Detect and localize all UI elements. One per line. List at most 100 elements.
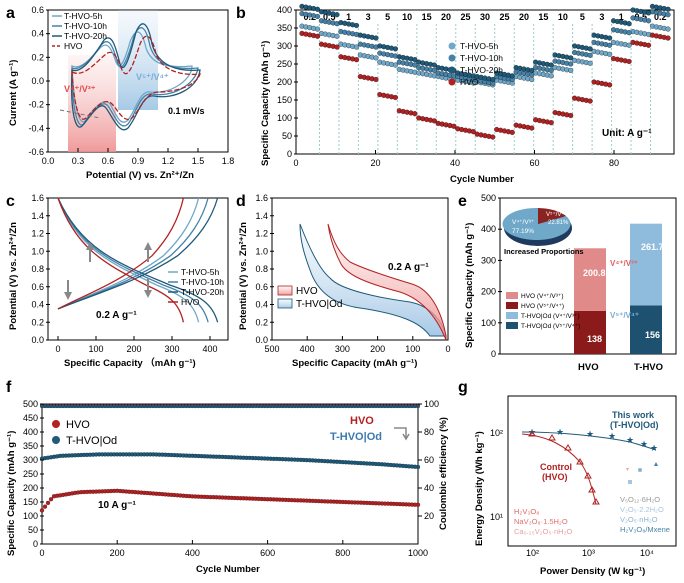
y-tick-label: 1.2 xyxy=(31,229,44,239)
y2-tick-label: 60 xyxy=(424,455,434,465)
x-tick-label: 500 xyxy=(264,344,279,354)
panel-e-blue-text: V⁵⁺/V⁴⁺ xyxy=(610,311,639,320)
panel-f-rate: 10 A g⁻¹ xyxy=(98,500,137,511)
panel-g-refs: H₂V₃O₈ NaV₃O₈·1.5H₂O Ca₀.₂₅V₂O₅·nH₂O V₅O… xyxy=(514,495,670,536)
y-tick-label: 0 xyxy=(33,539,38,549)
panel-g-ylabel: Energy Density (Wh kg⁻¹) xyxy=(474,431,485,546)
data-point-t-hvo-20h xyxy=(607,35,613,41)
rate-label: 1 xyxy=(619,12,624,22)
y-tick-label: 50 xyxy=(282,131,292,141)
y-tick-label: 400 xyxy=(481,224,496,234)
data-point-hvo xyxy=(451,123,457,129)
arrow-down-2 xyxy=(144,278,152,298)
data-point-t-hvo-20h xyxy=(568,55,574,61)
rate-label: 20 xyxy=(441,12,451,22)
panel-b-legend: T-HVO-5h T-HVO-10h T-HVO-20h HVO xyxy=(448,41,503,87)
data-point-t-hvo-20h xyxy=(431,62,437,68)
y-tick-label: 0.4 xyxy=(31,29,44,39)
panel-b-unit: Unit: A g⁻¹ xyxy=(602,128,652,139)
data-point-hvo xyxy=(490,134,496,140)
rate-label: 10 xyxy=(402,12,412,22)
legend-label-t5: T-HVO-5h xyxy=(460,41,499,51)
ref-6: V₂O₅·nH₂O xyxy=(620,515,658,524)
panel-g-curve-control xyxy=(521,433,597,505)
data-point-hvo xyxy=(665,35,671,41)
panel-c: c 0.2 A g⁻¹ T-HVO-5h T-HVO-10h T-HVO-20h… xyxy=(6,193,229,369)
panel-e-pie: V⁴⁺/V³⁺ 77.19% V⁵⁺/V⁴⁺ 22.81% Increased … xyxy=(502,207,584,256)
ref-1: H₂V₃O₈ xyxy=(514,507,539,516)
panel-d-ylabel: Potential (V) vs. Zn²⁺/Zn xyxy=(238,222,249,330)
legend-label-t-hvo: T-HVO|Od xyxy=(296,299,343,310)
data-point-t-hvo-5h xyxy=(353,44,360,50)
this-work-star: ★ xyxy=(528,427,536,437)
data-point-t-hvo-10h xyxy=(665,12,671,18)
y-tick-label: 1.6 xyxy=(255,193,268,203)
data-point-t-hvo-20h xyxy=(626,21,632,27)
panel-e-cat-hvo: HVO xyxy=(578,362,599,373)
data-point-t-hvo-20h xyxy=(509,73,515,79)
panel-c-arrows xyxy=(64,242,152,300)
y-tick-label: -0.6 xyxy=(28,147,44,157)
x-tick-label: 0 xyxy=(445,344,450,354)
y2-tick-label: 40 xyxy=(424,483,434,493)
capacity-point-hvo xyxy=(48,497,54,502)
panel-e-hvo-low: 138 xyxy=(587,334,602,344)
y-tick-label: 300 xyxy=(481,255,496,265)
arrow-up-1 xyxy=(86,242,94,262)
panel-a-ylabel: Current (A g⁻¹) xyxy=(8,60,19,126)
panel-g-ref-markers xyxy=(626,462,658,484)
y-tick-label: 400 xyxy=(277,5,292,15)
this-work-star: ★ xyxy=(640,439,648,449)
x-tick-label: 0.6 xyxy=(102,156,115,166)
panel-f-y2label: Coulombic efficiency (%) xyxy=(438,417,449,530)
panel-g: g ★ ★ ★ ★ ★ ★ ★ This work (T-HVO|Od) Control (… xyxy=(458,379,677,577)
y-tick-label: 0.2 xyxy=(31,317,44,327)
data-point-hvo xyxy=(626,58,632,65)
y-tick-label: 0.0 xyxy=(31,76,44,86)
data-point-hvo xyxy=(529,125,535,131)
panel-g-frame xyxy=(507,395,677,547)
data-point-t-hvo-20h xyxy=(646,10,652,16)
panel-a-xlabel: Potential (V) vs. Zn²⁺/Zn xyxy=(86,170,194,181)
x-tick-label: 0 xyxy=(293,158,298,168)
capacity-point-hvo xyxy=(415,502,421,507)
y-tick-label: 500 xyxy=(481,193,496,203)
ref-marker xyxy=(628,480,632,484)
pie-blue-label: V⁴⁺/V³⁺ xyxy=(512,219,535,226)
panel-b-ylabel: Specific Capacity (mAh g⁻¹) xyxy=(260,41,271,166)
y-tick-label: 150 xyxy=(23,497,38,507)
data-point-t-hvo-5h xyxy=(314,26,321,32)
panel-a-red-label: V⁴⁺/V³⁺ xyxy=(64,84,96,94)
panel-g-control-2: (HVO) xyxy=(542,472,568,482)
data-point-t-hvo-5h xyxy=(334,33,340,39)
legend-label-t10: T-HVO-10h xyxy=(460,53,503,63)
data-point-t-hvo-20h xyxy=(529,67,535,74)
x-tick-label: 0.0 xyxy=(42,156,55,166)
legend-dot-hvo xyxy=(448,78,456,86)
discharge-curve-t-hvo-5h xyxy=(57,197,200,323)
data-point-hvo xyxy=(587,98,593,104)
ref-3: Ca₀.₂₅V₂O₅·nH₂O xyxy=(514,527,572,536)
panel-a-rate: 0.1 mV/s xyxy=(168,106,205,116)
data-point-hvo xyxy=(509,129,515,135)
pie-red-label: V⁵⁺/V⁴⁺ xyxy=(546,211,567,218)
y-tick-label: 0.0 xyxy=(31,335,44,345)
data-point-t-hvo-10h xyxy=(529,72,535,78)
ref-marker xyxy=(638,468,642,472)
ref-4: V₅O₁₂·6H₂O xyxy=(620,495,660,504)
panel-d-xlabel: Specific Capacity (mAh g⁻¹) xyxy=(292,358,417,369)
panel-e-t-low: 156 xyxy=(645,330,660,340)
panel-g-letter: g xyxy=(458,379,468,396)
legend-label-hvo: HVO xyxy=(460,77,479,87)
panel-f-ce-hvo: HVO xyxy=(350,415,374,427)
y-tick-label: 1.4 xyxy=(31,211,44,221)
y-tick-label: 0.6 xyxy=(255,282,268,292)
data-point-t-hvo-20h xyxy=(665,6,671,12)
data-point-hvo xyxy=(470,129,476,135)
capacity-point-hvo xyxy=(42,504,48,509)
data-point-t-hvo-20h xyxy=(353,22,360,29)
this-work-star: ★ xyxy=(586,429,594,439)
x-tick-label: 400 xyxy=(300,344,315,354)
data-point-hvo xyxy=(314,33,321,39)
